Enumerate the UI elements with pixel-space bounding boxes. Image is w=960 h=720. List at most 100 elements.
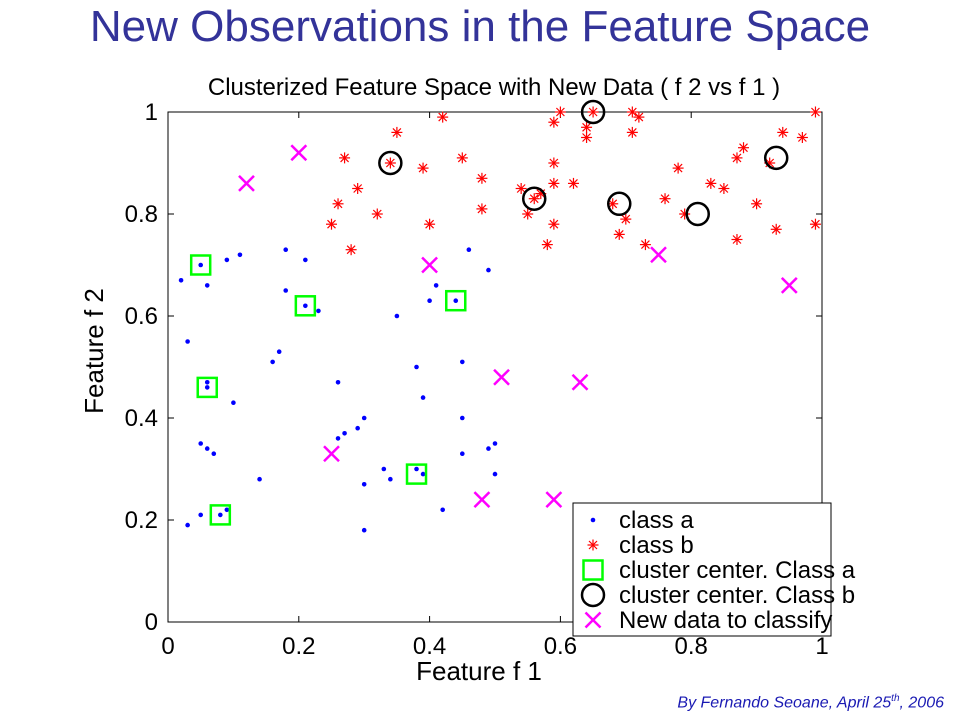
- class-a-point: [185, 522, 190, 528]
- class-a-point: [460, 415, 465, 421]
- class-a-point: [486, 446, 491, 451]
- class-b-point: [352, 183, 364, 194]
- data-marks: [178, 99, 821, 533]
- class-b-point: [522, 208, 534, 220]
- class-a-point: [427, 298, 432, 304]
- class-b-point: [476, 203, 488, 215]
- slide-title: New Observations in the Feature Space: [89, 2, 871, 51]
- y-tick-label: 1: [145, 99, 158, 126]
- y-tick-label: 0: [145, 609, 158, 636]
- class-a-center-marker: [405, 463, 428, 485]
- legend-label: cluster center. Class a: [619, 557, 856, 584]
- class-b-point: [384, 157, 396, 169]
- class-b-point: [554, 106, 566, 118]
- class-a-point: [198, 512, 203, 518]
- class-b-point: [659, 193, 671, 205]
- class-b-point: [581, 132, 593, 143]
- class-a-point: [414, 364, 419, 370]
- class-b-point: [731, 234, 743, 245]
- class-b-point: [809, 106, 821, 118]
- credit-prefix: By Fernando Seoane, April 25: [677, 694, 892, 711]
- credit-superscript: th: [891, 692, 900, 704]
- class-b-point: [548, 157, 560, 169]
- class-a-point: [198, 262, 203, 268]
- class-b-point: [548, 177, 560, 189]
- class-a-point: [204, 385, 210, 390]
- class-b-point: [548, 116, 560, 128]
- new-data-marker: [473, 491, 491, 508]
- class-b-point: [345, 244, 357, 256]
- class-a-point: [394, 313, 400, 319]
- class-a-point: [335, 436, 341, 441]
- class-b-point: [456, 152, 468, 164]
- class-b-point: [751, 198, 763, 210]
- x-tick-label: 0.6: [544, 633, 577, 660]
- class-b-point: [607, 198, 619, 210]
- class-a-center-marker: [196, 376, 218, 399]
- class-a-point: [185, 339, 190, 344]
- class-a-point: [231, 400, 236, 406]
- class-a-point: [316, 308, 321, 314]
- class-a-point: [224, 257, 230, 263]
- new-data-marker: [290, 144, 308, 162]
- class-a-point: [361, 527, 367, 533]
- class-a-point: [460, 451, 465, 457]
- class-b-center-marker: [580, 99, 606, 125]
- class-b-point: [672, 162, 684, 174]
- x-tick-label: 0.4: [413, 633, 446, 660]
- class-b-point: [738, 142, 750, 154]
- new-data-marker: [545, 491, 563, 508]
- class-a-point: [492, 471, 498, 477]
- series-class-a-center-marker: [189, 254, 467, 526]
- class-b-point: [626, 126, 638, 138]
- x-tick-label: 0: [161, 633, 174, 660]
- class-a-center-marker: [209, 504, 232, 526]
- class-a-point: [198, 441, 203, 446]
- class-b-point: [626, 106, 638, 118]
- series-class-b-center-marker: [378, 99, 789, 227]
- class-a-point: [440, 507, 445, 513]
- class-a-point: [420, 471, 426, 477]
- legend-class-b-point: [587, 539, 599, 551]
- class-a-point: [433, 283, 439, 288]
- class-a-point: [486, 267, 491, 273]
- y-axis-label: Feature f 2: [79, 288, 109, 414]
- new-data-marker: [650, 246, 667, 264]
- series-class-a-point: [178, 247, 498, 533]
- class-a-point: [211, 451, 217, 457]
- class-a-point: [283, 247, 289, 252]
- new-data-marker: [323, 445, 340, 463]
- class-b-point: [476, 172, 488, 184]
- legend-label: cluster center. Class b: [619, 582, 855, 609]
- plot-title: Clusterized Feature Space with New Data …: [208, 74, 780, 101]
- class-b-point: [541, 239, 553, 251]
- y-tick-label: 0.4: [125, 405, 158, 432]
- class-a-center-marker: [189, 254, 212, 276]
- class-a-point: [355, 425, 360, 431]
- class-a-point: [257, 476, 262, 482]
- class-a-point: [335, 380, 341, 385]
- y-tick-label: 0.2: [125, 507, 158, 534]
- new-data-marker: [421, 256, 438, 274]
- class-a-point: [276, 349, 282, 355]
- class-a-point: [218, 512, 223, 518]
- class-a-point: [204, 380, 210, 385]
- class-a-point: [361, 415, 367, 421]
- class-b-point: [633, 111, 645, 123]
- class-a-point: [381, 466, 387, 472]
- class-b-point: [424, 218, 436, 230]
- class-b-point: [515, 183, 527, 194]
- new-data-marker: [780, 277, 798, 294]
- legend-label: class b: [619, 532, 694, 559]
- class-b-point: [417, 162, 429, 174]
- class-a-point: [204, 283, 210, 288]
- y-tick-label: 0.6: [125, 303, 158, 330]
- class-b-point: [796, 132, 808, 143]
- x-tick-label: 0.8: [675, 633, 708, 660]
- class-b-point: [613, 228, 625, 240]
- class-b-point: [339, 152, 351, 164]
- axis-ticks: 0 0.2 0.4 0.6 0.8 1 0 0.2 0.4 0.6 0.8 1: [125, 99, 829, 660]
- series-new-data-marker: [238, 144, 798, 508]
- class-a-point: [460, 359, 465, 365]
